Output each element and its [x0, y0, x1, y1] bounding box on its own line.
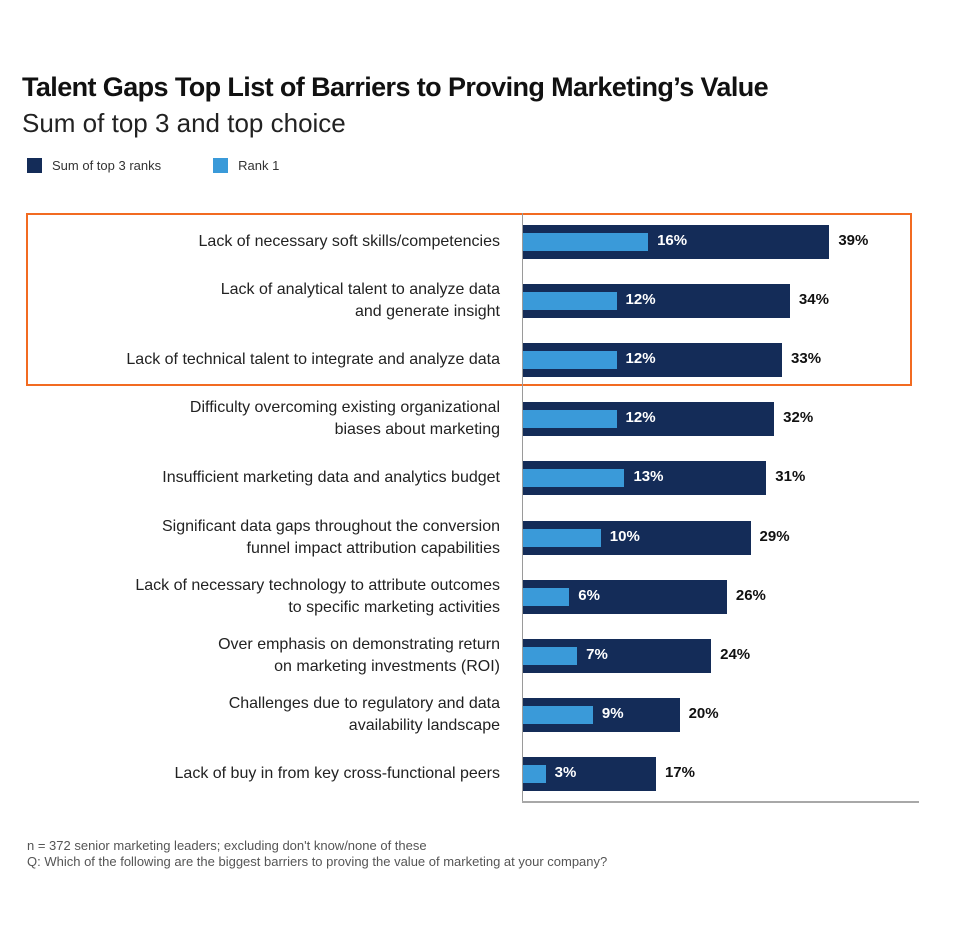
legend-swatch-rank1 — [213, 158, 229, 173]
category-label-line: availability landscape — [348, 716, 500, 734]
footnote: n = 372 senior marketing leaders; exclud… — [27, 838, 607, 870]
value-label-sum-top3: 20% — [688, 704, 719, 722]
legend-label: Sum of top 3 ranks — [52, 158, 162, 173]
footnote-question: Q: Which of the following are the bigges… — [27, 854, 608, 869]
category-label-line: Lack of analytical talent to analyze dat… — [220, 281, 500, 299]
bar-row: Significant data gaps throughout the con… — [0, 518, 958, 558]
bar-rank1 — [522, 764, 546, 783]
value-label-sum-top3: 26% — [735, 586, 766, 604]
category-label: Lack of analytical talent to analyze dat… — [30, 279, 500, 323]
value-label-rank1: 6% — [578, 586, 600, 604]
legend-item-rank1: Rank 1 — [213, 158, 279, 173]
bar-rank1 — [522, 410, 617, 429]
bar-row: Over emphasis on demonstrating return on … — [0, 636, 958, 676]
bar-rank1 — [522, 351, 617, 370]
value-label-rank1: 7% — [586, 645, 608, 663]
bar-row: Lack of analytical talent to analyze dat… — [0, 281, 958, 321]
category-label-line: Lack of technical talent to integrate an… — [126, 351, 500, 369]
legend: Sum of top 3 ranks Rank 1 — [27, 158, 331, 173]
value-label-rank1: 13% — [633, 468, 664, 486]
bar-rank1 — [522, 233, 649, 251]
category-label-line: and generate insight — [355, 303, 500, 321]
highlight-box-talent-gaps — [26, 213, 912, 386]
category-label: Insufficient marketing data and analytic… — [30, 467, 500, 489]
category-label-line: Lack of buy in from key cross-functional… — [174, 764, 500, 782]
chart-title: Talent Gaps Top List of Barriers to Prov… — [22, 72, 769, 102]
value-label-rank1: 10% — [609, 527, 640, 545]
category-label-line: Significant data gaps throughout the con… — [161, 517, 500, 535]
bar-row: Insufficient marketing data and analytic… — [0, 458, 958, 498]
bar-rank1 — [522, 646, 578, 665]
x-axis-line — [522, 801, 919, 803]
value-label-rank1: 12% — [625, 350, 656, 368]
category-label: Significant data gaps throughout the con… — [30, 516, 500, 560]
category-label: Over emphasis on demonstrating return on … — [30, 634, 500, 678]
value-label-rank1: 12% — [625, 409, 656, 427]
category-label: Lack of necessary technology to attribut… — [30, 575, 500, 619]
value-label-sum-top3: 17% — [664, 763, 695, 781]
bar-row: Challenges due to regulatory and data ava… — [0, 695, 958, 735]
category-label-line: to specific marketing activities — [288, 598, 500, 616]
value-label-sum-top3: 34% — [798, 291, 829, 309]
category-label-line: Lack of necessary technology to attribut… — [135, 576, 500, 594]
value-label-rank1: 16% — [657, 232, 688, 249]
value-label-rank1: 12% — [625, 291, 656, 309]
bar-row: Lack of buy in from key cross-functional… — [0, 754, 958, 794]
category-label: Challenges due to regulatory and data ava… — [30, 693, 500, 737]
bar-rank1 — [522, 705, 593, 724]
bar-row: Lack of necessary technology to attribut… — [0, 577, 958, 617]
category-label-line: Over emphasis on demonstrating return — [218, 635, 500, 653]
category-label-line: Challenges due to regulatory and data — [228, 694, 500, 712]
chart-subtitle: Sum of top 3 and top choice — [22, 108, 346, 138]
value-label-rank1: 3% — [554, 763, 577, 781]
legend-swatch-sum-top3 — [27, 158, 42, 173]
value-label-rank1: 9% — [601, 704, 624, 722]
value-label-sum-top3: 32% — [783, 409, 814, 427]
category-label: Lack of buy in from key cross-functional… — [30, 763, 500, 785]
value-label-sum-top3: 29% — [759, 527, 790, 545]
category-label-line: Insufficient marketing data and analytic… — [162, 469, 500, 487]
value-label-sum-top3: 33% — [791, 350, 822, 368]
legend-item-sum-top3: Sum of top 3 ranks — [27, 158, 161, 173]
y-axis-line — [522, 213, 523, 802]
category-label: Lack of technical talent to integrate an… — [30, 349, 500, 371]
legend-label: Rank 1 — [238, 158, 280, 173]
bar-rank1 — [522, 292, 617, 311]
bar-row: Lack of technical talent to integrate an… — [0, 340, 958, 380]
category-label-line: on marketing investments (ROI) — [274, 657, 500, 675]
bar-row: Lack of necessary soft skills/competenci… — [0, 222, 958, 262]
category-label: Lack of necessary soft skills/competenci… — [30, 231, 500, 253]
category-label-line: funnel impact attribution capabilities — [246, 539, 500, 557]
bar-row: Difficulty overcoming existing organizat… — [0, 399, 958, 439]
value-label-sum-top3: 24% — [720, 645, 751, 663]
value-label-sum-top3: 31% — [775, 468, 806, 486]
category-label: Difficulty overcoming existing organizat… — [30, 397, 500, 441]
bar-rank1 — [522, 528, 601, 547]
footnote-sample: n = 372 senior marketing leaders; exclud… — [27, 838, 427, 853]
category-label-line: Difficulty overcoming existing organizat… — [189, 399, 500, 417]
value-label-sum-top3: 39% — [838, 232, 869, 249]
category-label-line: biases about marketing — [334, 421, 500, 439]
bar-rank1 — [522, 469, 625, 488]
category-label-line: Lack of necessary soft skills/competenci… — [198, 233, 500, 250]
bar-rank1 — [522, 587, 570, 606]
